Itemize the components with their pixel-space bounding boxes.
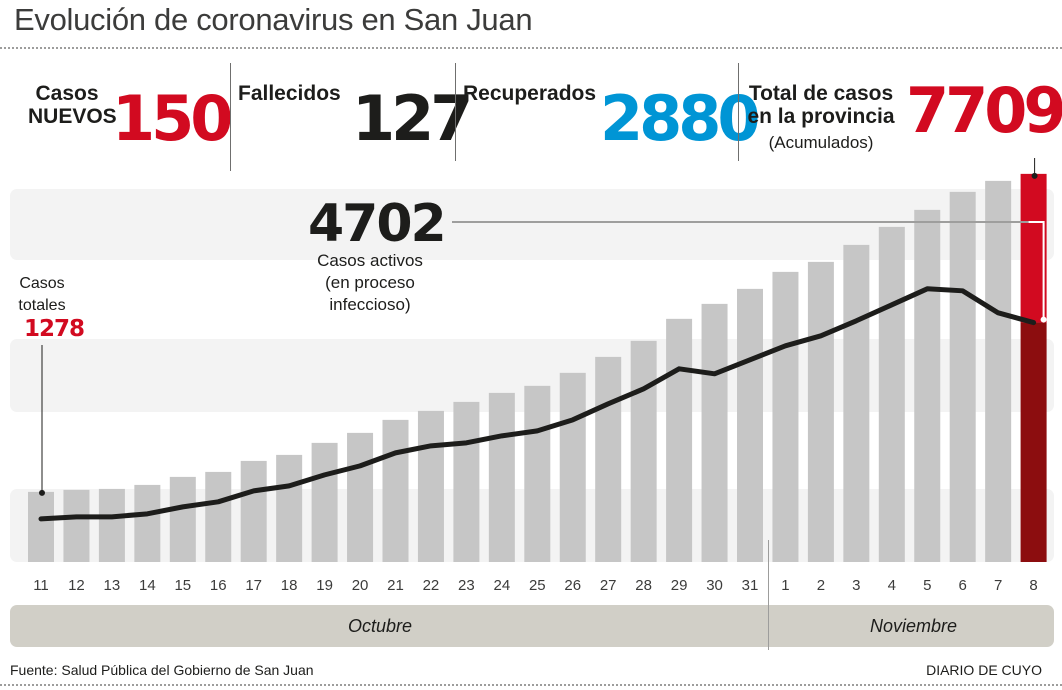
x-tick-label: 7 [994, 577, 1002, 594]
totales-leader-dot [39, 489, 45, 496]
bar [737, 288, 763, 562]
x-tick-label: 20 [352, 577, 369, 594]
bar [914, 209, 941, 562]
x-tick-label: 14 [139, 577, 156, 594]
fallecidos-value: 127 [352, 82, 473, 155]
stat-separator [230, 63, 231, 171]
x-tick-label: 25 [529, 577, 546, 594]
activos-value: 4702 [308, 194, 447, 254]
bar [276, 454, 303, 562]
stat-separator [455, 63, 456, 161]
active-cases-line [38, 286, 1037, 522]
activos-caption-line2: (en proceso [325, 273, 415, 292]
x-tick-label: 1 [781, 577, 789, 594]
title-divider [0, 47, 1062, 49]
x-tick-label: 23 [458, 577, 475, 594]
x-tick-label: 3 [852, 577, 860, 594]
total-leader-dot [1031, 172, 1038, 179]
x-tick-label: 11 [33, 577, 49, 594]
bar [666, 318, 693, 562]
bar [701, 303, 728, 562]
bar [240, 460, 267, 562]
fallecidos-label: Fallecidos [238, 82, 341, 105]
bar [488, 392, 515, 562]
total-label-line1: Total de casos [748, 82, 894, 105]
x-tick-label: 30 [706, 577, 723, 594]
x-tick-label: 13 [104, 577, 121, 594]
bar [524, 385, 551, 562]
x-tick-label: 27 [600, 577, 617, 594]
chart-title: Evolución de coronavirus en San Juan [14, 2, 533, 37]
bar [949, 191, 976, 562]
month-october: Octubre [348, 616, 413, 636]
bar [28, 491, 54, 562]
bar [134, 484, 161, 562]
bar [453, 401, 480, 562]
bar [417, 410, 444, 562]
x-tick-label: 6 [959, 577, 967, 594]
totales-caption: Casos totales [10, 273, 74, 317]
brand-label: DIARIO DE CUYO [926, 662, 1042, 678]
x-tick-label: 8 [1029, 577, 1037, 594]
month-november: Noviembre [870, 616, 958, 636]
bar [595, 356, 622, 562]
x-tick-label: 26 [564, 577, 581, 594]
bar [169, 476, 196, 562]
x-tick-label: 17 [245, 577, 262, 594]
footer-divider [0, 684, 1062, 686]
bar [878, 226, 905, 562]
nuevos-value: 150 [112, 82, 233, 155]
source-note: Fuente: Salud Pública del Gobierno de Sa… [10, 662, 314, 678]
nuevos-label-line2: NUEVOS [28, 105, 117, 128]
x-tick-label: 4 [888, 577, 896, 594]
x-tick-label: 29 [671, 577, 688, 594]
bar-total-last [1020, 173, 1047, 323]
recuperados-label: Recuperados [463, 82, 597, 105]
bar [559, 372, 586, 562]
bar [205, 471, 232, 562]
bar [382, 419, 409, 562]
x-tick-label: 2 [817, 577, 825, 594]
x-tick-label: 22 [423, 577, 440, 594]
x-tick-label: 16 [210, 577, 227, 594]
bar [843, 244, 870, 563]
bar [772, 271, 799, 562]
recuperados-value: 2880 [600, 82, 761, 155]
nuevos-label-line1: Casos [35, 82, 99, 105]
x-tick-label: 12 [68, 577, 85, 594]
bar [807, 261, 834, 562]
x-tick-label: 28 [635, 577, 652, 594]
total-label-line2: en la provincia [747, 105, 895, 128]
activos-caption-line1: Casos activos [317, 251, 423, 270]
bar-active-last [1020, 322, 1047, 562]
total-label: Total de casos en la provincia [746, 82, 896, 128]
x-tick-label: 18 [281, 577, 298, 594]
bar [985, 180, 1012, 562]
totales-value: 1278 [24, 316, 85, 342]
activos-caption-line3: infeccioso) [329, 295, 411, 314]
x-tick-label: 19 [316, 577, 333, 594]
x-tick-label: 15 [174, 577, 191, 594]
month-divider [768, 540, 769, 650]
bar [347, 432, 374, 562]
total-note: (Acumulados) [768, 133, 874, 152]
x-tick-label: 24 [494, 577, 511, 594]
bar [630, 340, 657, 562]
totales-caption-line2: totales [18, 297, 66, 314]
stat-separator [738, 63, 739, 161]
month-band [10, 605, 1054, 647]
activos-leader-dot [1040, 316, 1047, 323]
x-tick-label: 5 [923, 577, 931, 594]
chart-area: 11 12 13 14 15 16 17 18 19 20 21 22 23 24 25 26 27 28 29 30… [10, 158, 1054, 594]
total-value: 7709 [906, 74, 1062, 147]
x-tick-label: 31 [742, 577, 759, 594]
nuevos-label: Casos NUEVOS [28, 82, 117, 128]
bar [98, 488, 125, 562]
totales-caption-line1: Casos [19, 275, 65, 292]
x-tick-label: 21 [387, 577, 404, 594]
bar [311, 442, 338, 562]
activos-caption: Casos activos (en proceso infeccioso) [300, 250, 440, 316]
background-band [10, 189, 1054, 260]
bar [63, 489, 90, 562]
